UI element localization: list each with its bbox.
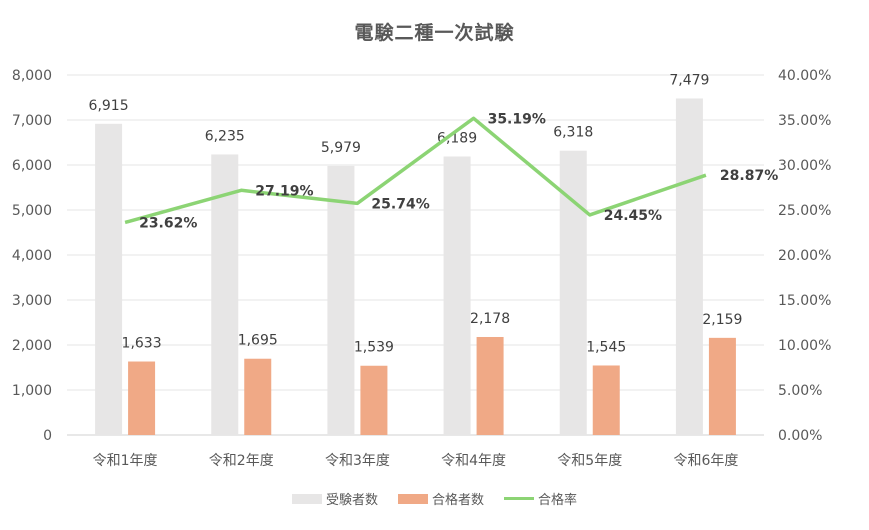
- bar-examinees[interactable]: [675, 98, 703, 435]
- y2-tick-label: 20.00%: [778, 248, 831, 264]
- y2-tick-label: 0.00%: [778, 428, 822, 444]
- line-pass-rate[interactable]: [124, 116, 707, 225]
- bar-passers[interactable]: [708, 337, 736, 435]
- data-label-passers: 2,159: [702, 312, 742, 328]
- y-tick-label: 1,000: [12, 383, 52, 399]
- y2-tick-label: 30.00%: [778, 158, 831, 174]
- bar-passers[interactable]: [360, 365, 388, 435]
- data-label-examinees: 5,979: [321, 140, 361, 156]
- legend-label: 受験者数: [325, 493, 378, 508]
- data-label-examinees: 7,479: [669, 72, 709, 88]
- data-label-passers: 2,178: [470, 311, 510, 327]
- y-tick-label: 5,000: [12, 203, 52, 219]
- x-category-label: 令和6年度: [673, 453, 738, 469]
- legend-label: 合格者数: [431, 493, 484, 508]
- data-label-passers: 1,695: [238, 333, 278, 349]
- y2-tick-label: 15.00%: [778, 293, 831, 309]
- data-label-pass-rate: 24.45%: [604, 208, 662, 224]
- x-category-label: 令和4年度: [441, 453, 506, 469]
- bar-passers[interactable]: [476, 336, 504, 435]
- bar-examinees[interactable]: [443, 156, 471, 435]
- data-label-examinees: 6,189: [437, 130, 477, 146]
- data-label-pass-rate: 25.74%: [371, 196, 429, 212]
- data-label-pass-rate: 27.19%: [255, 183, 313, 199]
- data-label-passers: 1,545: [586, 339, 626, 355]
- bar-passers[interactable]: [244, 358, 272, 435]
- y2-tick-label: 10.00%: [778, 338, 831, 354]
- data-label-examinees: 6,235: [205, 128, 245, 144]
- data-label-examinees: 6,318: [553, 125, 593, 141]
- legend-swatch-orange-bar: [397, 493, 428, 504]
- legend-item-examinees[interactable]: 受験者数: [291, 489, 378, 508]
- x-category-label: 令和1年度: [93, 453, 158, 469]
- legend-swatch-green-line: [504, 497, 534, 500]
- data-label-pass-rate: 35.19%: [488, 111, 546, 127]
- bar-examinees[interactable]: [211, 154, 239, 436]
- y-tick-label: 8,000: [12, 68, 52, 84]
- data-label-passers: 1,539: [354, 340, 394, 356]
- data-label-pass-rate: 28.87%: [720, 168, 778, 184]
- y2-tick-label: 5.00%: [778, 383, 822, 399]
- legend: 受験者数 合格者数 合格率: [0, 489, 869, 508]
- y-tick-label: 2,000: [12, 338, 52, 354]
- legend-swatch-gray-bar: [291, 493, 322, 504]
- legend-item-passers[interactable]: 合格者数: [397, 489, 484, 508]
- y-tick-label: 7,000: [12, 113, 52, 129]
- y-tick-label: 0: [43, 428, 52, 444]
- y-tick-label: 6,000: [12, 158, 52, 174]
- data-label-pass-rate: 23.62%: [139, 215, 197, 231]
- legend-item-pass-rate[interactable]: 合格率: [504, 489, 577, 508]
- y2-tick-label: 40.00%: [778, 68, 831, 84]
- x-category-label: 令和5年度: [557, 453, 622, 469]
- x-category-label: 令和3年度: [325, 453, 390, 469]
- bar-examinees[interactable]: [559, 150, 587, 435]
- chart-title: 電験二種一次試験: [354, 22, 515, 44]
- data-label-passers: 1,633: [122, 336, 162, 352]
- y2-tick-label: 35.00%: [778, 113, 831, 129]
- data-label-examinees: 6,915: [89, 98, 129, 114]
- y2-tick-label: 25.00%: [778, 203, 831, 219]
- bar-examinees[interactable]: [95, 123, 123, 435]
- bar-examinees[interactable]: [327, 165, 355, 435]
- legend-label: 合格率: [538, 493, 578, 508]
- y-tick-label: 3,000: [12, 293, 52, 309]
- bar-passers[interactable]: [592, 365, 620, 435]
- bar-passers[interactable]: [128, 361, 156, 435]
- x-category-label: 令和2年度: [209, 453, 274, 469]
- y-tick-label: 4,000: [12, 248, 52, 264]
